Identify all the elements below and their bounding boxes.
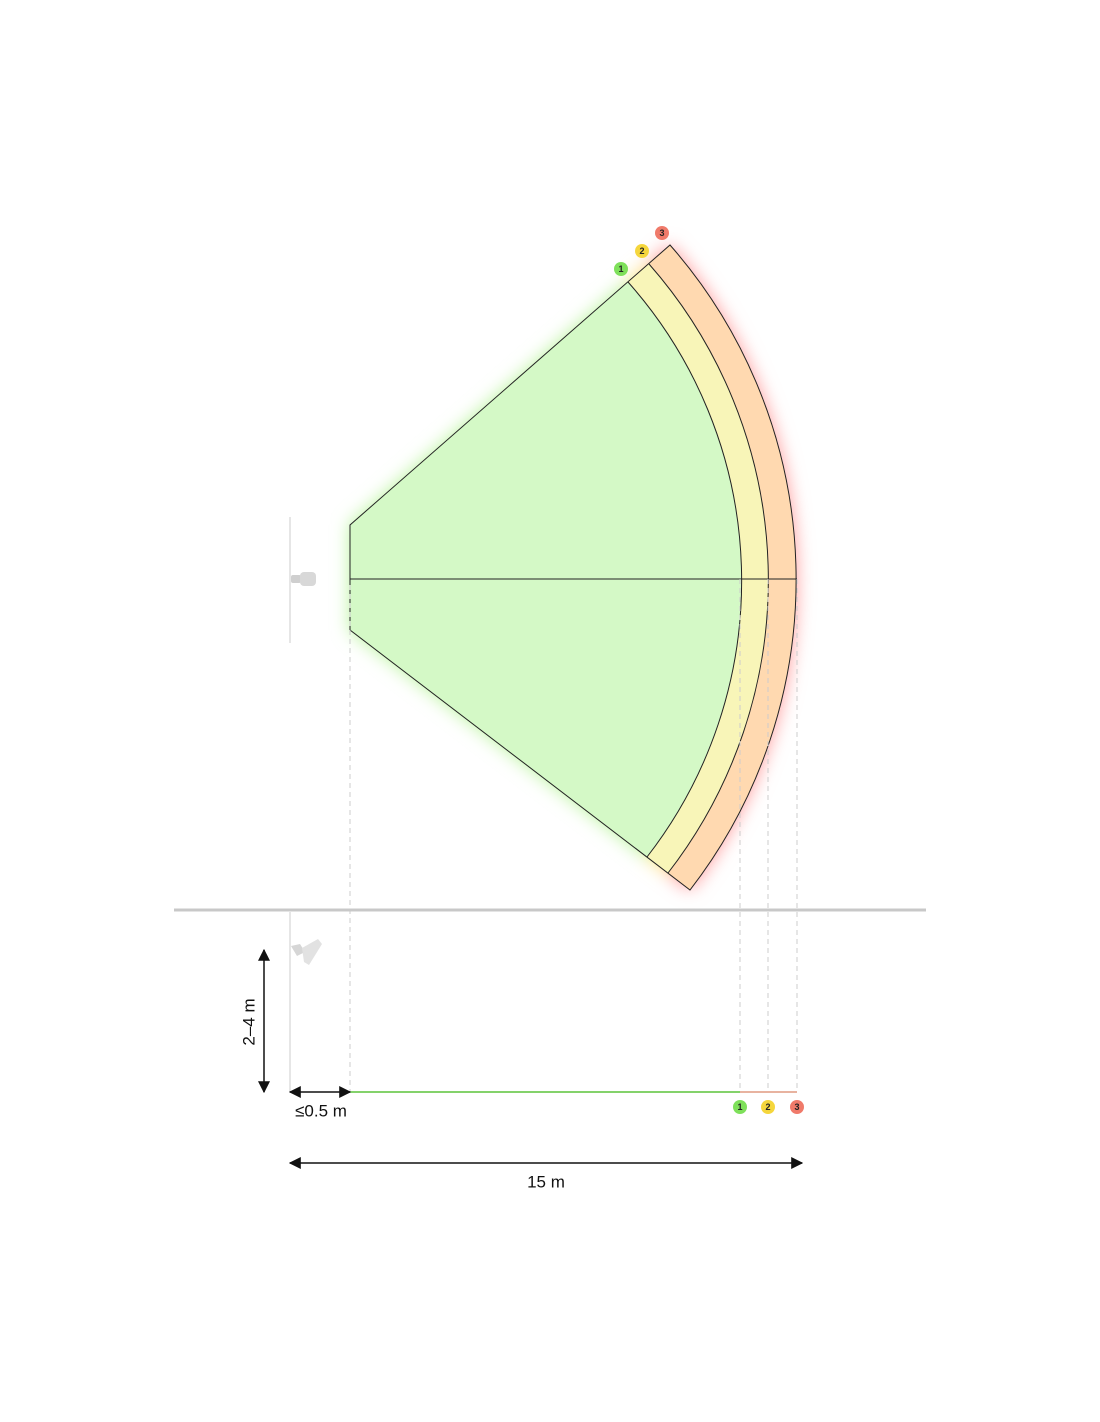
camera-top xyxy=(291,572,316,586)
range-label: 15 m xyxy=(527,1172,565,1191)
zone-badge xyxy=(655,226,669,240)
zone-badge xyxy=(733,1100,747,1114)
zone-badge-label: 1 xyxy=(737,1102,742,1112)
zone-badge-label: 2 xyxy=(765,1102,770,1112)
offset-label: ≤0.5 m xyxy=(295,1101,347,1120)
zone-badge-label: 2 xyxy=(639,246,644,256)
zone-badge xyxy=(614,262,628,276)
height-label: 2–4 m xyxy=(239,998,258,1045)
projection-lines xyxy=(349,579,798,1092)
zone-badge-label: 3 xyxy=(794,1102,799,1112)
zone-badge xyxy=(635,244,649,258)
zone-badge xyxy=(761,1100,775,1114)
zone-badge-label: 3 xyxy=(659,228,664,238)
zone-badges: 1 1 2 2 3 3 xyxy=(614,226,804,1114)
zone-badge-label: 1 xyxy=(618,264,623,274)
camera-side xyxy=(291,939,322,965)
zone-badge xyxy=(790,1100,804,1114)
zone-outlines xyxy=(349,244,797,891)
zones xyxy=(350,245,797,890)
